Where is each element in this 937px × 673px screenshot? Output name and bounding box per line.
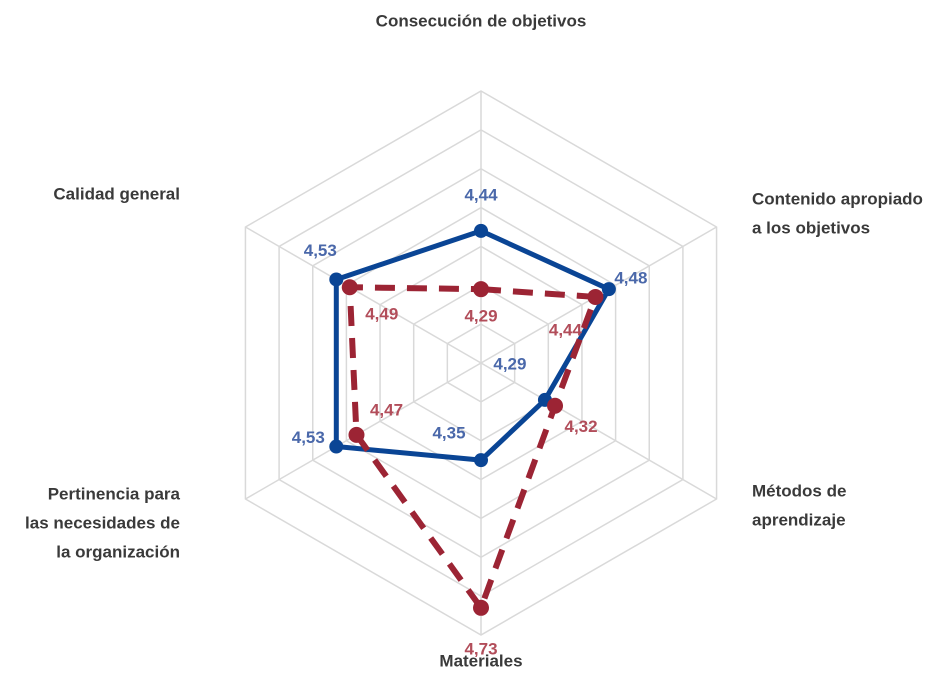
spoke bbox=[245, 226, 482, 364]
axis-label: las necesidades de bbox=[25, 513, 180, 532]
value-label: 4,35 bbox=[432, 424, 465, 443]
point bbox=[474, 223, 488, 238]
axis-label: Materiales bbox=[439, 651, 522, 670]
value-label: 4,47 bbox=[370, 400, 403, 419]
point bbox=[348, 426, 365, 443]
value-label: 4,32 bbox=[564, 417, 597, 436]
axis-label: a los objetivos bbox=[752, 218, 870, 237]
point bbox=[473, 599, 489, 616]
axis-label: Calidad general bbox=[53, 184, 180, 203]
value-label: 4,48 bbox=[614, 269, 647, 288]
axis-label: Métodos de bbox=[752, 481, 846, 500]
axis-label: aprendizaje bbox=[752, 510, 846, 529]
value-label: 4,53 bbox=[292, 428, 325, 447]
value-label: 4,44 bbox=[464, 185, 498, 204]
point bbox=[329, 439, 344, 454]
value-label: 4,29 bbox=[493, 354, 526, 373]
point bbox=[473, 281, 489, 298]
point bbox=[474, 453, 488, 468]
point bbox=[547, 397, 564, 414]
axis-label: la organización bbox=[56, 542, 180, 561]
value-label: 4,44 bbox=[549, 320, 583, 339]
point bbox=[329, 272, 344, 287]
value-label: 4,49 bbox=[365, 305, 398, 324]
point bbox=[587, 288, 604, 305]
axis-label: Contenido apropiado bbox=[752, 189, 923, 208]
value-label: 4,73 bbox=[464, 639, 497, 658]
spoke bbox=[480, 362, 717, 500]
axis-label: Consecución de objetivos bbox=[376, 11, 587, 30]
value-label: 4,29 bbox=[464, 307, 497, 326]
point bbox=[601, 282, 616, 297]
axis-label: Pertinencia para bbox=[48, 484, 181, 503]
value-label: 4,53 bbox=[304, 241, 337, 260]
point bbox=[341, 279, 358, 296]
